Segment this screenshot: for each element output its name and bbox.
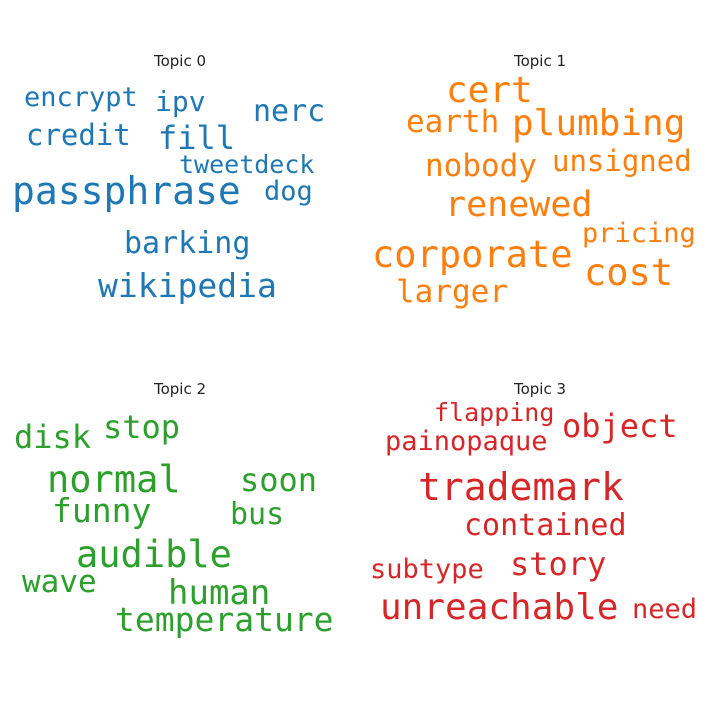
- topic-1-word-nobody: nobody: [425, 148, 537, 185]
- topic-0-word-nerc: nerc: [253, 94, 326, 129]
- topic-2-word-stop: stop: [103, 408, 181, 447]
- topic-0-word-credit: credit: [26, 117, 131, 152]
- topic-3-word-need: need: [632, 594, 698, 626]
- topic-2-word-disk: disk: [14, 418, 92, 457]
- topic-0-title: Topic 0: [153, 52, 207, 70]
- topic-0-word-fill: fill: [158, 119, 236, 158]
- topic-2-word-wave: wave: [22, 564, 97, 601]
- topic-1-word-earth: earth: [406, 104, 500, 141]
- topic-0-word-ipv: ipv: [155, 84, 206, 118]
- topic-2-word-temperature: temperature: [115, 599, 334, 639]
- topic-3-word-story: story: [510, 545, 607, 584]
- topic-1-word-plumbing: plumbing: [512, 103, 686, 145]
- topic-2-word-funny: funny: [52, 490, 152, 530]
- topic-2-panel: Topic 2 normal audible human funny temperatu…: [0, 360, 360, 720]
- topic-2-word-audible: audible: [76, 533, 232, 577]
- topic-0-word-wikipedia: wikipedia: [98, 265, 277, 305]
- topic-3-word-contained: contained: [464, 508, 627, 543]
- topic-3-word-painopaque: painopaque: [385, 426, 548, 458]
- topic-1-word-pricing: pricing: [582, 218, 696, 250]
- topic-3-word-object: object: [562, 407, 678, 446]
- topic-3-word-unreachable: unreachable: [380, 587, 619, 629]
- topic-2-word-bus: bus: [230, 497, 285, 532]
- topic-1-word-larger: larger: [396, 274, 508, 311]
- topic-2-title: Topic 2: [153, 380, 207, 398]
- topic-3-word-flapping: flapping: [434, 398, 555, 427]
- topic-3-title: Topic 3: [513, 380, 567, 398]
- topic-0-word-dog: dog: [264, 176, 313, 208]
- topic-0-word-encrypt: encrypt: [24, 82, 138, 114]
- topic-3-panel: Topic 3 trademark unreachable object story c…: [360, 360, 720, 720]
- topic-2-word-normal: normal: [47, 458, 181, 502]
- topic-3-word-trademark: trademark: [418, 464, 624, 509]
- topic-1-word-cert: cert: [446, 70, 533, 112]
- topic-0-panel: Topic 0 passphrase wikipedia fill barking ne…: [0, 0, 360, 360]
- topic-2-word-human: human: [168, 572, 271, 613]
- topic-0-word-barking: barking: [124, 226, 251, 261]
- topic-1-word-renewed: renewed: [445, 185, 593, 225]
- topic-3-word-subtype: subtype: [370, 554, 484, 586]
- topic-1-word-unsigned: unsigned: [552, 143, 692, 178]
- topic-0-word-tweetdeck: tweetdeck: [179, 150, 315, 179]
- topic-1-word-corporate: corporate: [372, 233, 573, 277]
- topic-0-word-passphrase: passphrase: [12, 168, 241, 213]
- topic-1-title: Topic 1: [513, 52, 567, 70]
- topic-2-word-soon: soon: [240, 461, 318, 500]
- topic-1-word-cost: cost: [584, 251, 674, 295]
- topic-1-panel: Topic 1 corporate cost cert plumbing renewed…: [360, 0, 720, 360]
